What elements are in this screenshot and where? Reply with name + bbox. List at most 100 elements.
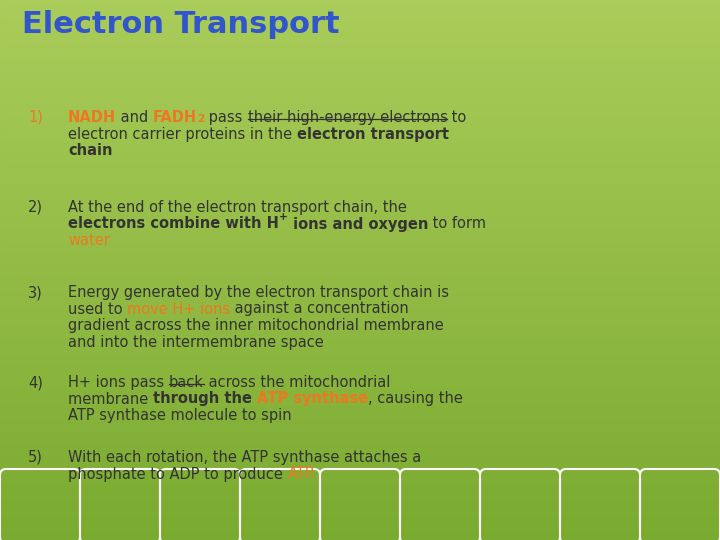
Bar [0, 432, 720, 434]
Bar [0, 32, 720, 34]
Bar [0, 339, 720, 340]
Bar [0, 135, 720, 137]
Text: and: and [116, 110, 153, 125]
Bar [0, 335, 720, 336]
Bar [0, 184, 720, 185]
Bar [0, 196, 720, 198]
Bar [0, 23, 720, 25]
Bar [0, 270, 720, 272]
Bar [0, 158, 720, 160]
Bar [0, 409, 720, 410]
Bar [0, 286, 720, 288]
Bar [0, 236, 720, 238]
Text: pass: pass [204, 110, 248, 125]
Bar [0, 25, 720, 27]
Bar [0, 173, 720, 174]
Bar [0, 302, 720, 304]
Text: ATP.: ATP. [287, 467, 317, 482]
Bar [0, 106, 720, 108]
Text: 5): 5) [28, 450, 43, 465]
Bar [0, 128, 720, 130]
Bar [0, 416, 720, 417]
Bar [0, 214, 720, 216]
Bar [0, 234, 720, 236]
Bar [0, 232, 720, 234]
Text: FADH: FADH [153, 110, 197, 125]
Bar [0, 389, 720, 390]
Bar [0, 274, 720, 275]
Bar [0, 454, 720, 455]
Bar [0, 425, 720, 427]
Text: their high-energy electrons: their high-energy electrons [248, 110, 447, 125]
Bar [0, 254, 720, 255]
Bar [0, 317, 720, 319]
Bar [0, 484, 720, 486]
Bar [0, 239, 720, 241]
Text: back: back [168, 375, 204, 390]
Bar [0, 18, 720, 20]
Bar [0, 315, 720, 317]
Bar [0, 380, 720, 382]
Text: +: + [279, 213, 288, 222]
Bar [0, 216, 720, 218]
Bar [0, 414, 720, 416]
Bar [0, 515, 720, 517]
Bar [0, 104, 720, 106]
Bar [0, 331, 720, 333]
Bar [0, 376, 720, 378]
Bar [0, 524, 720, 525]
Bar [0, 169, 720, 171]
Bar [0, 201, 720, 204]
Bar [0, 517, 720, 518]
Bar [0, 38, 720, 39]
Bar [0, 481, 720, 482]
Bar [0, 52, 720, 54]
Bar [0, 250, 720, 252]
Bar [0, 450, 720, 452]
Bar [0, 238, 720, 239]
Bar [0, 333, 720, 335]
Bar [0, 328, 720, 329]
Bar [0, 299, 720, 301]
Bar [0, 295, 720, 297]
Bar [0, 355, 720, 356]
Bar [0, 373, 720, 374]
Text: membrane: membrane [68, 392, 153, 407]
Bar [0, 187, 720, 189]
Bar [0, 398, 720, 400]
Bar [0, 204, 720, 205]
Bar [0, 189, 720, 191]
Bar [0, 533, 720, 535]
Bar [0, 49, 720, 50]
Bar [0, 45, 720, 47]
Bar [0, 209, 720, 211]
Bar [0, 358, 720, 360]
Bar [0, 308, 720, 309]
Bar [0, 112, 720, 113]
Bar [0, 258, 720, 259]
Bar [0, 42, 720, 43]
Bar [0, 162, 720, 164]
Bar [0, 27, 720, 29]
Bar [0, 39, 720, 42]
Bar [0, 423, 720, 425]
Bar [0, 420, 720, 421]
Bar [0, 66, 720, 69]
Bar [0, 123, 720, 124]
Bar [0, 297, 720, 299]
Bar [0, 509, 720, 511]
Bar [0, 508, 720, 509]
Bar [0, 252, 720, 254]
Bar [0, 193, 720, 194]
Bar [0, 259, 720, 261]
Text: used to: used to [68, 301, 127, 316]
Bar [0, 497, 720, 498]
Bar [0, 227, 720, 228]
Bar [0, 362, 720, 363]
Bar [0, 4, 720, 5]
Bar [0, 126, 720, 128]
Bar [0, 153, 720, 155]
Bar [0, 468, 720, 470]
Bar [0, 434, 720, 436]
Bar [0, 77, 720, 79]
